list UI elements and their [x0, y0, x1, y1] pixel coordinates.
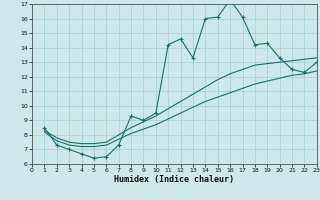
- X-axis label: Humidex (Indice chaleur): Humidex (Indice chaleur): [115, 175, 234, 184]
